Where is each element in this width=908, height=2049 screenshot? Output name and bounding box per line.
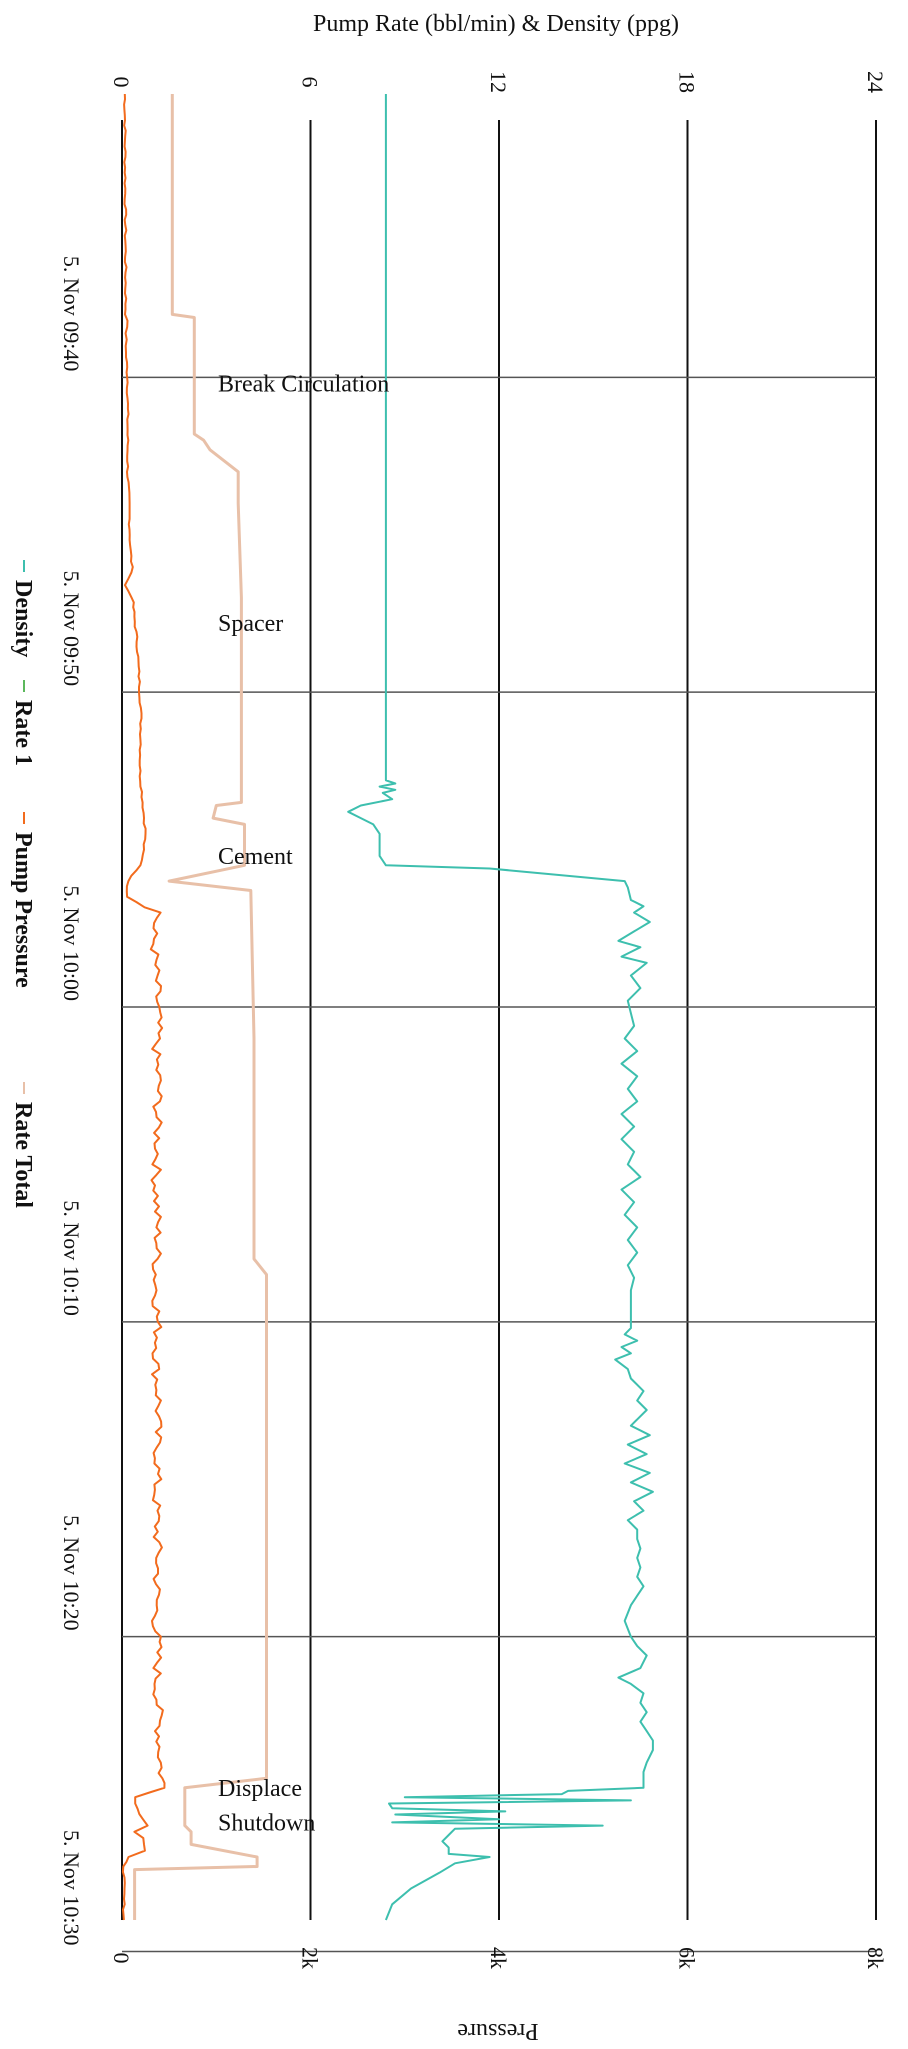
bottom-tick-label: 4k <box>486 1947 511 1969</box>
legend-item-rate-total: Rate Total <box>10 1102 36 1208</box>
annotation-label: Displace <box>218 1776 302 1802</box>
top-axis-title: Pump Rate (bbl/min) & Density (ppg) <box>313 11 679 37</box>
grid <box>121 120 877 1953</box>
time-tick-label: 5. Nov 09:40 <box>59 256 84 372</box>
top-tick-label: 24 <box>863 71 888 93</box>
legend-item-pump-pressure: Pump Pressure <box>10 832 36 988</box>
series-line-density <box>347 94 654 1921</box>
top-tick-label: 12 <box>486 71 511 93</box>
annotation-label: Spacer <box>218 611 283 637</box>
top-tick-label: 6 <box>298 77 323 88</box>
legend-group: Density Rate 1 Pump Pressure Rate Total <box>10 560 36 1208</box>
legend[interactable]: Density Rate 1 Pump Pressure Rate Total <box>10 560 36 1208</box>
bottom-tick-label: 6k <box>675 1947 700 1969</box>
time-tick-label: 5. Nov 10:30 <box>59 1830 84 1946</box>
bottom-tick-label: 8k <box>863 1947 888 1969</box>
time-tick-label: 5. Nov 09:50 <box>59 571 84 687</box>
plot-area <box>121 93 654 1921</box>
annotation-label: Shutdown <box>218 1810 315 1836</box>
axis-ticks: 0 6 12 18 24 0 2k 4k 6k 8k 5. Nov 09:40 5. Nov 09:5… <box>59 71 888 1969</box>
series-line-rate-total <box>133 94 268 1920</box>
bottom-tick-label: 2k <box>298 1947 323 1969</box>
time-tick-label: 5. Nov 10:00 <box>59 886 84 1002</box>
top-tick-label: 0 <box>109 77 134 88</box>
annotation-label: Cement <box>218 844 293 870</box>
bottom-axis-title: Pressure <box>457 2018 538 2044</box>
time-tick-label: 5. Nov 10:20 <box>59 1515 84 1631</box>
series-line-pump-pressure <box>121 93 166 1921</box>
annotations: Break Circulation Spacer Cement Displace Shu… <box>218 372 389 1837</box>
top-tick-label: 18 <box>675 71 700 93</box>
legend-item-density: Density <box>10 580 36 657</box>
time-tick-label: 5. Nov 10:10 <box>59 1200 84 1316</box>
legend-item-rate-1: Rate 1 <box>10 700 36 766</box>
annotation-label: Break Circulation <box>218 372 389 398</box>
bottom-tick-label: 0 <box>109 1953 134 1964</box>
